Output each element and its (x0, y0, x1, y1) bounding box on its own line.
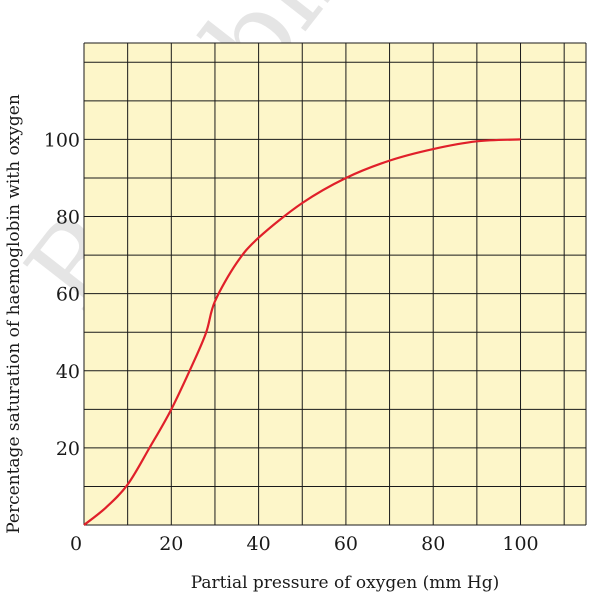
y-tick-label: 20 (56, 438, 80, 460)
y-tick-label: 80 (56, 207, 80, 229)
x-tick-label: 20 (159, 533, 183, 555)
x-tick-label: 80 (421, 533, 445, 555)
x-tick-label: 0 (70, 533, 82, 555)
y-axis-ticks: 20 40 60 80 100 (44, 129, 80, 459)
y-axis-title: Percentage saturation of haemoglobin wit… (4, 94, 24, 534)
x-axis-ticks: 0 20 40 60 80 100 (70, 533, 539, 555)
x-axis-title: Partial pressure of oxygen (mm Hg) (191, 573, 500, 593)
y-tick-label: 40 (56, 361, 80, 383)
y-tick-label: 100 (44, 129, 80, 151)
x-tick-label: 40 (247, 533, 271, 555)
y-tick-label: 60 (56, 284, 80, 306)
grid (83, 42, 587, 526)
saturation-curve (83, 138, 521, 526)
x-tick-label: 100 (502, 533, 538, 555)
plot-background (84, 43, 586, 525)
x-tick-label: 60 (334, 533, 358, 555)
